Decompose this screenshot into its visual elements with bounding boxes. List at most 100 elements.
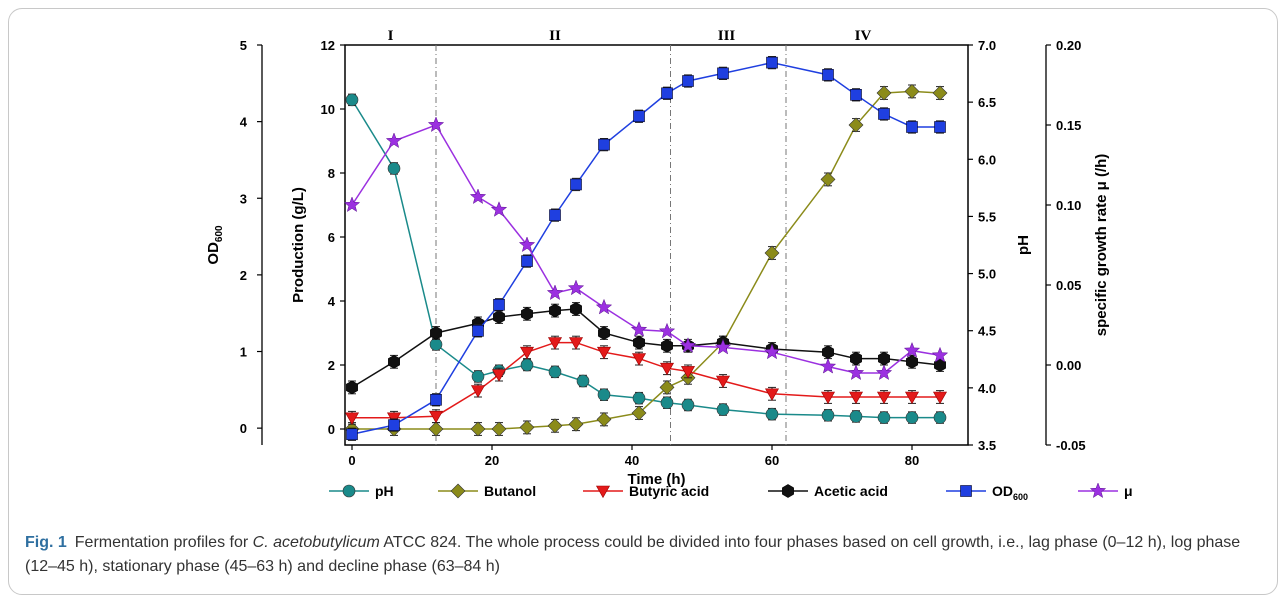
point-od600	[493, 298, 505, 311]
point-ph	[387, 162, 401, 175]
point-mu	[343, 196, 361, 213]
point-acetic-acid	[570, 302, 582, 316]
point-butyric-acid	[491, 369, 507, 382]
point-od600	[878, 108, 890, 120]
point-butyric-acid	[764, 388, 780, 401]
point-ph	[429, 338, 443, 351]
point-butanol	[820, 171, 836, 187]
series-butanol	[344, 83, 948, 437]
point-butanol	[519, 419, 535, 435]
point-butyric-acid	[659, 362, 675, 376]
point-acetic-acid	[346, 380, 358, 395]
point-butanol	[450, 483, 466, 499]
ph-tick-label: 4.5	[978, 324, 996, 339]
point-ph	[765, 407, 779, 421]
point-butyric-acid	[715, 375, 731, 389]
point-acetic-acid	[388, 354, 400, 369]
point-butyric-acid	[595, 485, 611, 499]
point-od600	[682, 75, 694, 87]
phase-label: I	[388, 28, 394, 44]
mu-tick-label: 0.15	[1056, 118, 1081, 133]
point-mu	[385, 132, 403, 149]
legend-label: pH	[375, 483, 394, 499]
production-tick-label: 0	[328, 422, 335, 437]
point-mu	[714, 338, 732, 355]
point-mu	[658, 322, 676, 339]
production-tick-label: 8	[328, 166, 335, 181]
ph-tick-label: 6.5	[978, 95, 996, 110]
legend-label-main: Butyric acid	[629, 483, 709, 499]
x-axis-label: Time (h)	[627, 471, 685, 488]
production-axis-label: Production (g/L)	[290, 187, 307, 303]
point-mu	[847, 364, 865, 381]
series-ph	[345, 93, 947, 424]
caption-text-2: ATCC 824. The whole process could be div…	[25, 534, 1241, 575]
series-od	[346, 55, 946, 441]
point-butanol	[904, 83, 920, 99]
legend-label-main: μ	[1124, 483, 1133, 499]
point-acetic-acid	[850, 351, 862, 366]
legend-label: Butyric acid	[629, 483, 709, 499]
point-od600	[850, 89, 862, 101]
point-acetic-acid	[521, 306, 533, 321]
x-tick-label: 60	[765, 453, 779, 468]
point-acetic-acid	[822, 345, 834, 360]
point-butyric-acid	[680, 366, 696, 379]
mu-tick-label: 0.00	[1056, 358, 1081, 373]
point-ph	[905, 411, 919, 424]
legend-label: Butanol	[484, 483, 536, 499]
point-od600	[906, 121, 918, 133]
plot-frame	[344, 44, 969, 446]
od-axis-label: OD600	[205, 225, 225, 265]
point-butyric-acid	[344, 412, 360, 425]
production-tick-label: 2	[328, 358, 335, 373]
phase-label: III	[718, 28, 736, 44]
point-mu	[427, 116, 445, 133]
od-axis-label-sub: 600	[214, 225, 225, 242]
point-butanol	[470, 421, 486, 437]
series-line	[351, 99, 940, 419]
point-ph	[821, 408, 835, 422]
point-butanol	[876, 85, 892, 101]
od-tick-label: 3	[240, 191, 247, 206]
od-tick-label: 2	[240, 268, 247, 283]
legend-label-sub: 600	[1013, 492, 1028, 502]
point-od600	[934, 121, 946, 133]
point-butyric-acid	[470, 385, 486, 398]
legend-label: OD600	[992, 483, 1028, 502]
point-butyric-acid	[547, 337, 563, 350]
point-mu	[630, 321, 648, 337]
x-tick-label: 20	[485, 453, 499, 468]
point-od600	[472, 325, 484, 337]
point-ph	[548, 365, 562, 379]
point-butanol	[491, 421, 507, 437]
point-od600	[822, 69, 834, 81]
od-tick-label: 0	[240, 421, 247, 436]
legend-label-main: OD	[992, 483, 1013, 499]
point-acetic-acid	[430, 326, 442, 340]
ph-tick-label: 4.0	[978, 381, 996, 396]
point-od600	[549, 209, 561, 221]
point-mu	[875, 364, 893, 381]
point-acetic-acid	[906, 354, 918, 369]
phase-label: IV	[855, 28, 872, 44]
point-od600	[633, 110, 645, 123]
point-butyric-acid	[820, 391, 836, 405]
mu-tick-label: 0.05	[1056, 278, 1081, 293]
point-od600	[430, 393, 442, 406]
point-acetic-acid	[633, 335, 645, 350]
ph-tick-label: 3.5	[978, 438, 996, 453]
point-od600	[598, 138, 610, 151]
point-od600	[521, 255, 533, 267]
point-od600	[717, 67, 729, 80]
point-mu	[518, 236, 536, 253]
point-butanol	[568, 416, 584, 432]
point-ph	[471, 370, 485, 383]
x-tick-label: 80	[905, 453, 919, 468]
od-tick-label: 4	[240, 115, 248, 130]
point-mu	[490, 201, 508, 217]
caption-fig-label: Fig. 1	[25, 534, 67, 551]
od-tick-label: 5	[240, 38, 247, 53]
point-mu	[469, 188, 487, 205]
point-butanol	[596, 411, 612, 427]
